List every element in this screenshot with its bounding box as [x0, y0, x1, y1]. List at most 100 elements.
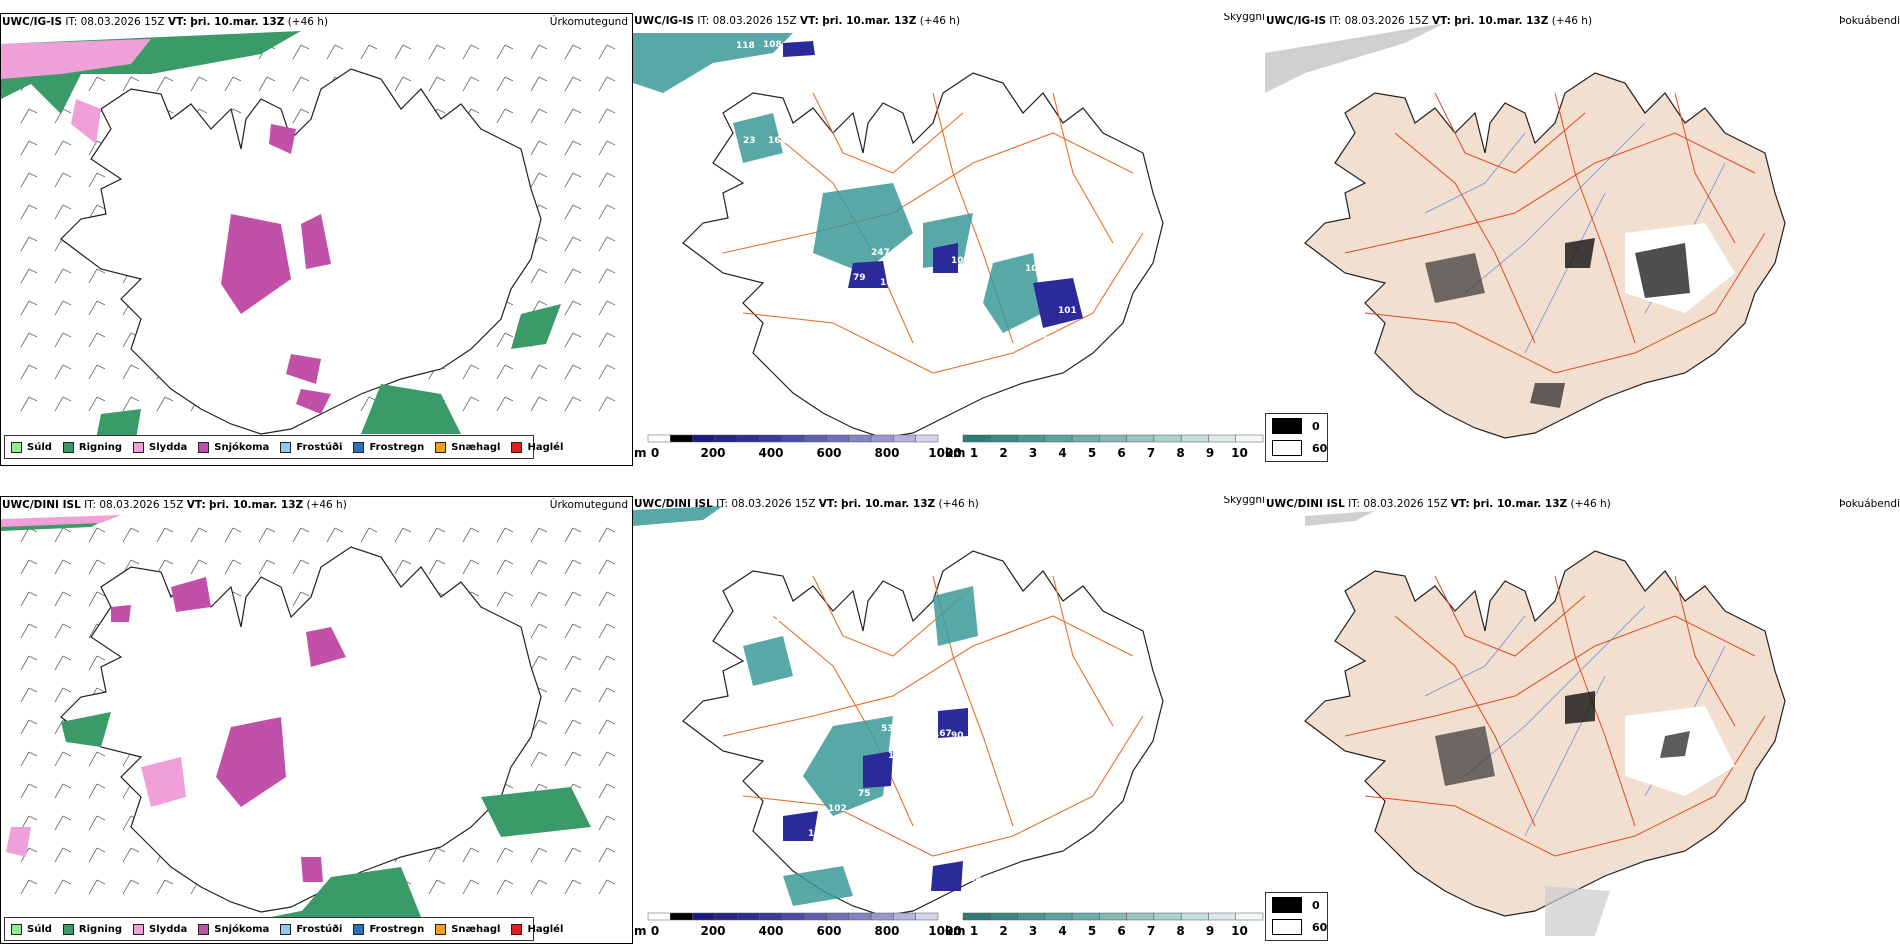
wind-barb — [54, 332, 72, 348]
precip-legend-item: Súld — [11, 923, 52, 935]
wind-barb — [54, 687, 72, 703]
base-cbar-cell — [670, 912, 693, 921]
wind-barb — [598, 268, 616, 284]
cloud-base-label: 101 — [880, 278, 899, 288]
precip-header-row1: UWC/IG-IS IT: 08.03.2026 15Z VT: þri. 10… — [2, 16, 329, 28]
top-cbar-cell — [962, 912, 991, 921]
top-cbar-cell — [1017, 912, 1046, 921]
base-cbar-cell — [736, 434, 760, 443]
wind-barb — [88, 268, 106, 284]
wind-barb — [20, 559, 38, 575]
legend-label: Snjókoma — [214, 441, 270, 453]
road-line — [812, 92, 964, 174]
base-cbar-cell — [759, 912, 783, 921]
wind-barb — [258, 559, 276, 575]
base-cbar-cell — [714, 434, 738, 443]
top-cbar-unit: km — [945, 446, 966, 460]
base-cbar-cell — [714, 912, 738, 921]
road-line — [1394, 132, 1536, 344]
fog-legend-item: 0 — [1272, 418, 1320, 434]
ceiling-panel-row2: 31 110 78 89 53 167 90 107 75 102 23 102 184 UWC/DIN… — [633, 496, 1265, 944]
wind-barb — [54, 204, 72, 220]
cloud-base-label: 38 — [783, 86, 796, 96]
road-line — [1052, 92, 1114, 244]
precip-legend-item: Slydda — [133, 441, 187, 453]
base-cbar-cell — [870, 434, 894, 443]
wind-barb — [258, 76, 276, 92]
road-line — [722, 132, 1134, 254]
wind-barb — [122, 879, 140, 895]
precip-legend-item: Haglél — [511, 923, 563, 935]
wind-barb — [88, 815, 106, 831]
wind-barb — [496, 591, 514, 607]
wind-barb — [20, 527, 38, 543]
wind-barb — [292, 527, 310, 543]
wind-barb — [564, 751, 582, 767]
wind-barb — [88, 559, 106, 575]
wind-barb — [462, 559, 480, 575]
wind-barb — [190, 527, 208, 543]
wind-barb — [122, 364, 140, 380]
base-cbar-cell — [848, 434, 872, 443]
precip-legend-item: Haglél — [511, 441, 563, 453]
wind-barb — [530, 655, 548, 671]
wind-barb — [598, 140, 616, 156]
wind-barb — [530, 364, 548, 380]
legend-swatch — [11, 923, 22, 935]
wind-barb — [54, 591, 72, 607]
road-line — [1554, 92, 1636, 344]
base-cbar-cell — [915, 912, 939, 921]
cloud-base-label: 247 — [871, 248, 890, 258]
wind-barb — [428, 527, 446, 543]
iceland-outline — [60, 68, 542, 435]
wind-barb — [428, 76, 446, 92]
legend-swatch — [62, 923, 74, 935]
top-cbar-cell — [1235, 912, 1264, 921]
wind-barb — [496, 76, 514, 92]
base-cbar-cell — [759, 434, 783, 443]
top-cbar-tick: 9 — [1205, 446, 1215, 460]
cloud-base-label: 31 — [768, 614, 781, 624]
top-cbar-cell — [1126, 912, 1155, 921]
top-cbar-tick: 5 — [1087, 446, 1097, 460]
road-line — [1052, 575, 1114, 727]
wind-barb — [88, 783, 106, 799]
wind-barb — [530, 623, 548, 639]
cloud-base-label: 78 — [708, 729, 721, 739]
base-cbar-tick: 1000 — [928, 446, 962, 460]
wind-barb — [224, 76, 242, 92]
top-cbar-cell — [1044, 912, 1073, 921]
wind-barb — [20, 108, 38, 124]
base-cbar-cell — [870, 912, 894, 921]
wind-barb — [122, 76, 140, 92]
wind-barb — [564, 879, 582, 895]
cloud-base-label: 90 — [951, 731, 964, 741]
road-line — [1674, 575, 1736, 727]
wind-barb — [462, 364, 480, 380]
cloud-base-label: 75 — [858, 789, 871, 799]
precip-legend-item: Snæhagl — [435, 923, 500, 935]
wind-barb — [564, 687, 582, 703]
base-cbar-tick: 800 — [874, 446, 900, 460]
top-cbar-tick: 3 — [1028, 446, 1038, 460]
legend-swatch — [435, 923, 447, 935]
wind-barb — [20, 204, 38, 220]
precip-legend-item: Frostregn — [353, 441, 424, 453]
wind-barb — [598, 815, 616, 831]
top-cbar-tick: 7 — [1146, 446, 1156, 460]
legend-swatch — [353, 923, 365, 935]
wind-barb — [462, 76, 480, 92]
base-cbar-cell — [826, 912, 850, 921]
wind-barb — [564, 364, 582, 380]
wind-barb — [122, 396, 140, 412]
wind-barb — [564, 236, 582, 252]
wind-barb — [530, 396, 548, 412]
road-network — [722, 575, 1144, 857]
wind-barb — [20, 783, 38, 799]
top-cbar-tick: 10 — [1231, 924, 1248, 938]
precip-legend-item: Frostregn — [353, 923, 424, 935]
wind-barb — [394, 527, 412, 543]
cloud-base-label: 118 — [736, 41, 755, 51]
wind-barb — [564, 396, 582, 412]
wind-barb — [598, 559, 616, 575]
